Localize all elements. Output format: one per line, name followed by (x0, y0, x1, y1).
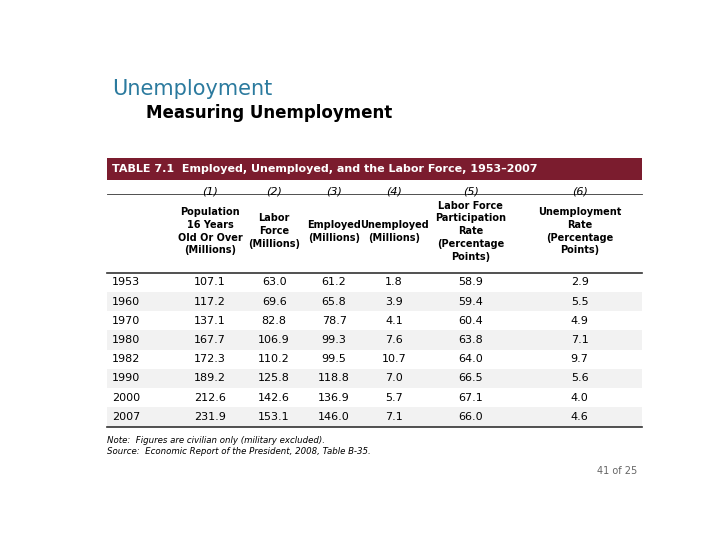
Text: 5.7: 5.7 (385, 393, 403, 403)
Text: Labor
Force
(Millions): Labor Force (Millions) (248, 213, 300, 249)
Bar (107, 158, 642, 180)
Text: 107.1: 107.1 (194, 278, 226, 287)
Bar (107, 292, 642, 311)
Bar (107, 369, 642, 388)
Text: 5.6: 5.6 (571, 374, 588, 383)
Text: 67.1: 67.1 (459, 393, 483, 403)
Text: Employed
(Millions): Employed (Millions) (307, 220, 361, 242)
Text: (2): (2) (266, 187, 282, 197)
Text: 61.2: 61.2 (322, 278, 346, 287)
Text: Unemployment
Rate
(Percentage
Points): Unemployment Rate (Percentage Points) (538, 207, 621, 255)
Bar (107, 349, 642, 369)
Text: 212.6: 212.6 (194, 393, 226, 403)
Text: 189.2: 189.2 (194, 374, 226, 383)
Text: 41 of 25: 41 of 25 (597, 465, 637, 476)
Text: 2007: 2007 (112, 412, 140, 422)
Text: 69.6: 69.6 (262, 296, 287, 307)
Text: 65.8: 65.8 (322, 296, 346, 307)
Text: 63.0: 63.0 (262, 278, 287, 287)
Text: 1960: 1960 (112, 296, 140, 307)
Bar (107, 273, 642, 292)
Text: 1970: 1970 (112, 316, 140, 326)
Text: Measuring Unemployment: Measuring Unemployment (145, 104, 392, 122)
Bar (107, 330, 642, 349)
Text: 59.4: 59.4 (459, 296, 483, 307)
Text: 60.4: 60.4 (459, 316, 483, 326)
Text: 7.6: 7.6 (385, 335, 403, 345)
Text: 5.5: 5.5 (571, 296, 588, 307)
Bar (107, 388, 642, 407)
Text: 82.8: 82.8 (261, 316, 287, 326)
Text: 63.8: 63.8 (459, 335, 483, 345)
Text: 4.9: 4.9 (571, 316, 588, 326)
Text: 106.9: 106.9 (258, 335, 290, 345)
Bar (107, 407, 642, 427)
Text: 9.7: 9.7 (571, 354, 588, 364)
Text: (1): (1) (202, 187, 218, 197)
Text: Note:  Figures are civilian only (military excluded).: Note: Figures are civilian only (militar… (107, 436, 325, 445)
Text: (6): (6) (572, 187, 588, 197)
Text: 172.3: 172.3 (194, 354, 226, 364)
Text: 4.6: 4.6 (571, 412, 588, 422)
Text: (5): (5) (463, 187, 479, 197)
Text: 1980: 1980 (112, 335, 140, 345)
Text: 4.0: 4.0 (571, 393, 588, 403)
Text: 66.0: 66.0 (459, 412, 483, 422)
Text: 7.1: 7.1 (571, 335, 588, 345)
Text: 142.6: 142.6 (258, 393, 290, 403)
Text: TABLE 7.1  Employed, Unemployed, and the Labor Force, 1953–2007: TABLE 7.1 Employed, Unemployed, and the … (112, 164, 538, 174)
Text: Source:  Economic Report of the President, 2008, Table B-35.: Source: Economic Report of the President… (107, 447, 371, 456)
Text: (4): (4) (386, 187, 402, 197)
Text: 1990: 1990 (112, 374, 140, 383)
Text: 2.9: 2.9 (571, 278, 588, 287)
Bar (107, 311, 642, 330)
Text: Population
16 Years
Old Or Over
(Millions): Population 16 Years Old Or Over (Million… (178, 207, 243, 255)
Text: 7.0: 7.0 (385, 374, 403, 383)
Text: 117.2: 117.2 (194, 296, 226, 307)
Text: Unemployed
(Millions): Unemployed (Millions) (360, 220, 428, 242)
Text: 3.9: 3.9 (385, 296, 403, 307)
Text: 125.8: 125.8 (258, 374, 290, 383)
Text: 231.9: 231.9 (194, 412, 226, 422)
Text: (3): (3) (326, 187, 342, 197)
Text: 1953: 1953 (112, 278, 140, 287)
Text: 4.1: 4.1 (385, 316, 403, 326)
Text: Labor Force
Participation
Rate
(Percentage
Points): Labor Force Participation Rate (Percenta… (436, 200, 506, 262)
Text: 7.1: 7.1 (385, 412, 403, 422)
Text: 118.8: 118.8 (318, 374, 350, 383)
Text: Unemployment: Unemployment (112, 79, 273, 99)
Text: 146.0: 146.0 (318, 412, 350, 422)
Text: 137.1: 137.1 (194, 316, 226, 326)
Text: 167.7: 167.7 (194, 335, 226, 345)
Text: 78.7: 78.7 (322, 316, 346, 326)
Text: 110.2: 110.2 (258, 354, 290, 364)
Text: 66.5: 66.5 (459, 374, 483, 383)
Text: 2000: 2000 (112, 393, 140, 403)
Text: 10.7: 10.7 (382, 354, 407, 364)
Text: 58.9: 58.9 (459, 278, 483, 287)
Text: 1.8: 1.8 (385, 278, 403, 287)
Text: 1982: 1982 (112, 354, 140, 364)
Text: 99.3: 99.3 (322, 335, 346, 345)
Text: 153.1: 153.1 (258, 412, 290, 422)
Text: 136.9: 136.9 (318, 393, 350, 403)
Text: 99.5: 99.5 (322, 354, 346, 364)
Text: 64.0: 64.0 (459, 354, 483, 364)
